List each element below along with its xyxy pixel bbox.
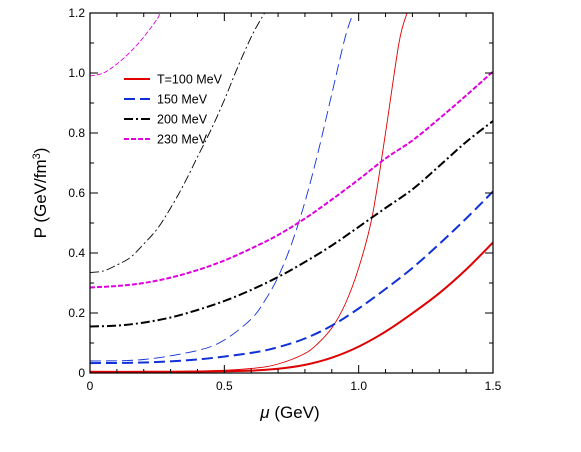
series-1-thin-line <box>90 13 354 362</box>
y-tick-layer: 0 0.2 0.4 0.6 0.8 1.0 1.2 <box>68 6 493 380</box>
series-3-thin-line <box>90 13 161 77</box>
series-layer <box>90 13 493 373</box>
frame-layer <box>89 12 494 374</box>
series-0-thick-line <box>90 241 493 373</box>
legend-label: T=100 MeV <box>157 73 223 87</box>
legend: T=100 MeV 150 MeV 200 MeV 230 MeV <box>124 73 223 147</box>
y-tick-label: 0.8 <box>68 126 85 140</box>
x-tick-label: 0.5 <box>216 379 233 393</box>
x-tick-label: 1.5 <box>485 379 502 393</box>
x-axis-title-symbol: μ <box>259 403 270 422</box>
x-axis-title: μ (GeV) <box>259 403 319 422</box>
y-axis-title-close: ) <box>31 148 50 154</box>
y-tick-label: 0.6 <box>68 186 85 200</box>
x-tick-label: 1.0 <box>350 379 367 393</box>
x-axis-title-unit: (GeV) <box>270 403 320 422</box>
series-0-thin-line <box>90 13 408 373</box>
y-axis-title-sup: 3 <box>31 153 43 159</box>
plot-frame <box>89 12 494 374</box>
y-tick-label: 1.0 <box>68 66 85 80</box>
y-tick-label: 0.2 <box>68 306 85 320</box>
y-axis-title: P (GeV/fm3) <box>31 148 50 239</box>
legend-label: 150 MeV <box>157 93 208 107</box>
series-2-thick-line <box>90 120 493 328</box>
y-tick-label: 1.2 <box>68 6 85 20</box>
x-tick-label: 0 <box>87 379 94 393</box>
legend-label: 200 MeV <box>157 113 208 127</box>
x-tick-layer: 0 0.5 1.0 1.5 <box>87 13 502 393</box>
y-tick-label: 0.4 <box>68 246 85 260</box>
y-axis-title-main: P (GeV/fm <box>31 159 50 238</box>
y-tick-label: 0 <box>78 366 85 380</box>
series-3-thick-line <box>90 70 493 289</box>
legend-label: 230 MeV <box>157 133 208 147</box>
series-1-thick-line <box>90 190 493 365</box>
